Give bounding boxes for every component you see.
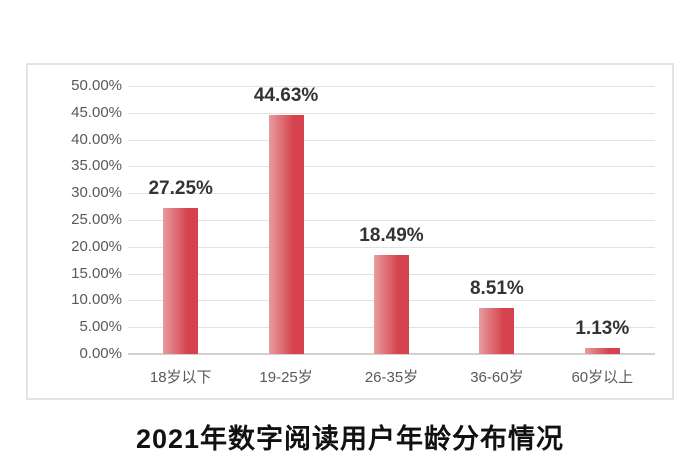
- gridline: [128, 112, 655, 114]
- x-axis-line: [128, 353, 655, 355]
- gridline: [128, 193, 655, 195]
- gridline: [128, 86, 655, 87]
- chart-area: 50.00% 45.00% 40.00% 35.00% 30.00% 25.00% 20.0…: [26, 63, 674, 400]
- y-tick-label: 35.00%: [71, 157, 122, 175]
- x-tick-label: 36-60岁: [470, 369, 524, 386]
- bar-value-label: 44.63%: [253, 84, 319, 106]
- bar-value-label: 18.49%: [359, 224, 424, 246]
- bar-value-label: 27.25%: [148, 177, 213, 199]
- y-tick-label: 0.00%: [79, 345, 122, 362]
- y-tick-label: 10.00%: [71, 291, 122, 309]
- gridline: [128, 139, 655, 141]
- bar-value-label: 1.13%: [575, 317, 630, 339]
- x-tick-label: 19-25岁: [259, 369, 313, 386]
- bar-value-label: 8.51%: [469, 278, 524, 300]
- plot-area: 27.25% 18岁以下 44.63% 19-25岁 18.49% 26-35岁 8.51%…: [128, 84, 655, 386]
- x-tick-label: 26-35岁: [364, 369, 419, 386]
- y-tick-label: 30.00%: [71, 184, 122, 202]
- y-tick-label: 40.00%: [71, 130, 122, 148]
- y-tick-label: 25.00%: [71, 211, 122, 228]
- bar-19-25岁: [268, 114, 304, 354]
- y-tick-label: 15.00%: [71, 264, 122, 282]
- x-tick-label: 18岁以下: [149, 369, 212, 386]
- y-tick-label: 5.00%: [79, 318, 122, 336]
- x-tick-label: 60岁以上: [571, 369, 634, 386]
- bar-60岁以上: [584, 347, 620, 354]
- gridline: [128, 220, 655, 221]
- bar-18岁以下: [163, 207, 199, 354]
- chart-title: 2021年数字阅读用户年龄分布情况: [135, 424, 565, 454]
- y-tick-label: 20.00%: [71, 237, 122, 255]
- y-tick-label: 45.00%: [71, 103, 122, 121]
- bar-26-35岁: [374, 254, 409, 354]
- bar-36-60岁: [479, 308, 515, 354]
- gridline: [128, 166, 655, 168]
- y-tick-label: 50.00%: [71, 77, 122, 94]
- gridline: [128, 246, 655, 248]
